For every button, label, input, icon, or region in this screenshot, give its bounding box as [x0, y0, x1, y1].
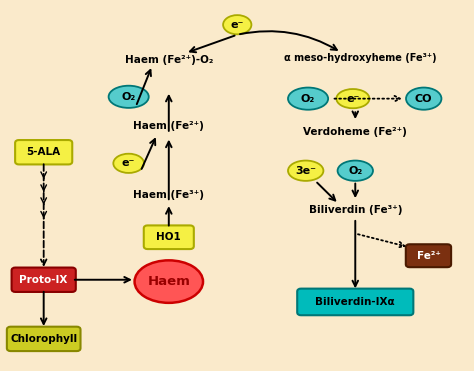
- Text: Chlorophyll: Chlorophyll: [10, 334, 77, 344]
- Text: O₂: O₂: [348, 166, 363, 176]
- Text: Haem (Fe²⁺): Haem (Fe²⁺): [133, 121, 204, 131]
- Ellipse shape: [406, 88, 441, 110]
- Ellipse shape: [135, 260, 203, 303]
- Text: HO1: HO1: [156, 232, 181, 242]
- Text: O₂: O₂: [121, 92, 136, 102]
- Ellipse shape: [109, 86, 149, 108]
- Text: O₂: O₂: [301, 93, 315, 104]
- Text: 5-ALA: 5-ALA: [27, 147, 61, 157]
- Ellipse shape: [337, 89, 369, 108]
- FancyBboxPatch shape: [7, 327, 81, 351]
- Ellipse shape: [113, 154, 144, 173]
- Text: 3e⁻: 3e⁻: [295, 166, 316, 176]
- Text: Haem (Fe²⁺)-O₂: Haem (Fe²⁺)-O₂: [125, 55, 213, 65]
- Text: e⁻: e⁻: [346, 93, 360, 104]
- Text: Biliverdin-IXα: Biliverdin-IXα: [316, 297, 395, 307]
- Text: Verdoheme (Fe²⁺): Verdoheme (Fe²⁺): [303, 127, 407, 137]
- Text: Fe²⁺: Fe²⁺: [417, 251, 440, 261]
- FancyBboxPatch shape: [11, 267, 76, 292]
- Ellipse shape: [288, 88, 328, 110]
- Text: Proto-IX: Proto-IX: [19, 275, 68, 285]
- FancyBboxPatch shape: [144, 226, 194, 249]
- Text: CO: CO: [415, 93, 432, 104]
- Ellipse shape: [288, 161, 323, 181]
- FancyBboxPatch shape: [406, 244, 451, 267]
- Text: e⁻: e⁻: [122, 158, 136, 168]
- Text: α meso-hydroxyheme (Fe³⁺): α meso-hydroxyheme (Fe³⁺): [283, 53, 436, 63]
- Text: Biliverdin (Fe³⁺): Biliverdin (Fe³⁺): [309, 204, 402, 214]
- Text: e⁻: e⁻: [230, 20, 244, 30]
- Text: Haem: Haem: [147, 275, 190, 288]
- Ellipse shape: [223, 15, 251, 35]
- FancyBboxPatch shape: [297, 289, 413, 315]
- Ellipse shape: [337, 161, 373, 181]
- FancyBboxPatch shape: [15, 140, 72, 164]
- Text: Haem (Fe³⁺): Haem (Fe³⁺): [133, 190, 204, 200]
